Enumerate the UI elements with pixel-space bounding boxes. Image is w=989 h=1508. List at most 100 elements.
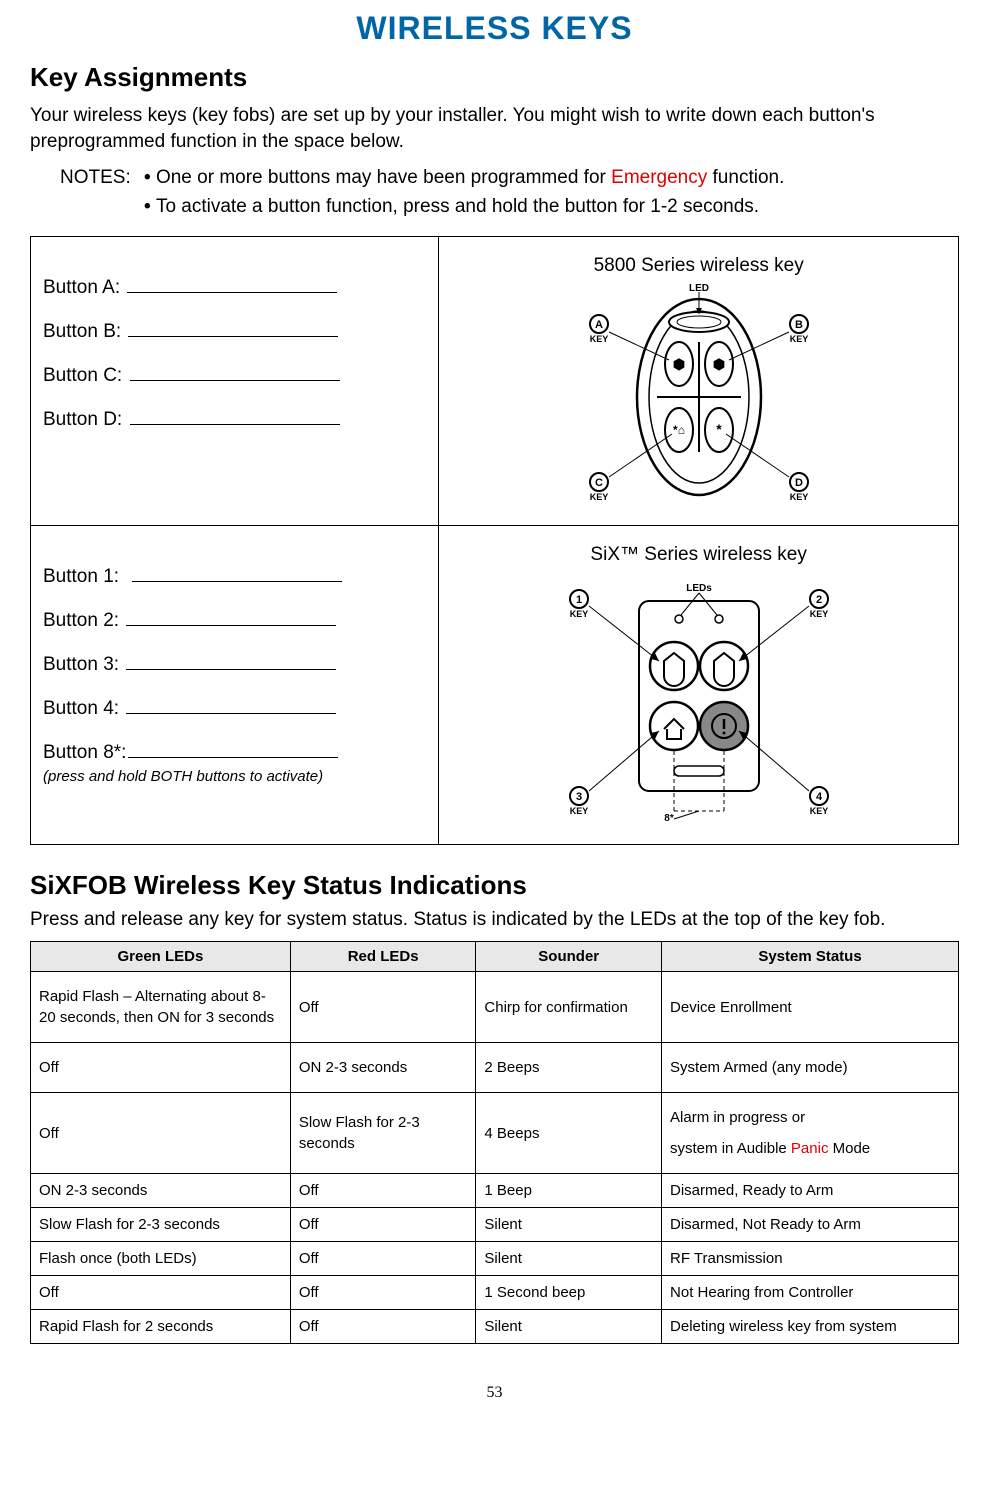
svg-text:1: 1: [576, 594, 582, 606]
table-row: Flash once (both LEDs)OffSilentRF Transm…: [31, 1242, 959, 1276]
table-cell: Slow Flash for 2-3 seconds: [31, 1208, 291, 1242]
table-row: Rapid Flash – Alternating about 8-20 sec…: [31, 972, 959, 1043]
blank-line: [126, 713, 336, 714]
table-cell: Rapid Flash – Alternating about 8-20 sec…: [31, 972, 291, 1043]
svg-text:A: A: [595, 319, 603, 331]
table-cell: 1 Beep: [476, 1174, 662, 1208]
table-cell: 1 Second beep: [476, 1276, 662, 1310]
table-cell: Off: [290, 972, 476, 1043]
table-cell: Off: [290, 1208, 476, 1242]
notes-list: One or more buttons may have been progra…: [136, 164, 956, 221]
notes-label: NOTES:: [60, 164, 131, 193]
status-intro: Press and release any key for system sta…: [30, 909, 959, 931]
table-cell: 4 Beeps: [476, 1093, 662, 1174]
table-cell: ON 2-3 seconds: [290, 1043, 476, 1093]
emergency-text: Emergency: [611, 167, 707, 188]
svg-text:KEY: KEY: [569, 806, 588, 816]
svg-text:4: 4: [816, 791, 823, 803]
table-row: ON 2-3 secondsOff1 BeepDisarmed, Ready t…: [31, 1174, 959, 1208]
svg-text:*⌂: *⌂: [673, 423, 685, 437]
svg-text:KEY: KEY: [789, 334, 808, 344]
table-row: OffON 2-3 seconds2 BeepsSystem Armed (an…: [31, 1043, 959, 1093]
key-assignments-table: Button A: Button B: Button C: Button D: …: [30, 236, 959, 845]
table-cell: ON 2-3 seconds: [31, 1174, 291, 1208]
table-cell: System Armed (any mode): [662, 1043, 959, 1093]
diagram-title-5800: 5800 Series wireless key: [451, 255, 946, 277]
svg-text:LEDs: LEDs: [686, 583, 712, 594]
svg-text:KEY: KEY: [589, 334, 608, 344]
table-cell: Silent: [476, 1208, 662, 1242]
table-header-row: Green LEDs Red LEDs Sounder System Statu…: [31, 942, 959, 972]
page: WIRELESS KEYS Key Assignments Your wirel…: [0, 0, 989, 1432]
svg-text:KEY: KEY: [809, 806, 828, 816]
blank-line: [132, 581, 342, 582]
blank-line: [130, 424, 340, 425]
button-b-row: Button B:: [43, 321, 426, 343]
blank-line: [128, 757, 338, 758]
note-item: To activate a button function, press and…: [144, 193, 956, 222]
panic-text: Panic: [791, 1140, 829, 1157]
button-1-row: Button 1:: [43, 566, 426, 588]
key-assignments-heading: Key Assignments: [30, 62, 959, 93]
svg-text:KEY: KEY: [589, 492, 608, 502]
keyfob-six-diagram: 1 KEY 2 KEY 3 KEY 4 KEY LEDs 8*: [529, 571, 869, 821]
table-cell: Alarm in progress orsystem in Audible Pa…: [662, 1093, 959, 1174]
svg-text:KEY: KEY: [809, 609, 828, 619]
table-cell: Not Hearing from Controller: [662, 1276, 959, 1310]
svg-text:D: D: [795, 477, 803, 489]
blank-line: [128, 336, 338, 337]
button-cell-six: Button 1: Button 2: Button 3: Button 4: …: [31, 526, 439, 845]
header-red: Red LEDs: [290, 942, 476, 972]
button-3-row: Button 3:: [43, 654, 426, 676]
svg-text:*: *: [716, 421, 722, 437]
table-cell: Off: [290, 1310, 476, 1344]
diagram-cell-5800: 5800 Series wireless key: [439, 237, 959, 526]
header-status: System Status: [662, 942, 959, 972]
table-cell: Off: [31, 1043, 291, 1093]
svg-text:KEY: KEY: [569, 609, 588, 619]
table-cell: Silent: [476, 1310, 662, 1344]
button-cell-5800: Button A: Button B: Button C: Button D:: [31, 237, 439, 526]
svg-text:C: C: [595, 477, 603, 489]
table-cell: RF Transmission: [662, 1242, 959, 1276]
page-number: 53: [30, 1384, 959, 1402]
blank-line: [126, 669, 336, 670]
table-cell: Flash once (both LEDs): [31, 1242, 291, 1276]
table-cell: Disarmed, Ready to Arm: [662, 1174, 959, 1208]
svg-text:3: 3: [576, 791, 582, 803]
table-cell: Off: [31, 1276, 291, 1310]
diagram-cell-six: SiX™ Series wireless key: [439, 526, 959, 845]
button-a-row: Button A:: [43, 277, 426, 299]
svg-text:⬢: ⬢: [673, 356, 685, 372]
table-cell: Deleting wireless key from system: [662, 1310, 959, 1344]
button-d-row: Button D:: [43, 409, 426, 431]
table-cell: Rapid Flash for 2 seconds: [31, 1310, 291, 1344]
page-title: WIRELESS KEYS: [30, 10, 959, 47]
header-sounder: Sounder: [476, 942, 662, 972]
table-cell: Silent: [476, 1242, 662, 1276]
button-8-row: Button 8*:: [43, 742, 426, 764]
note-item: One or more buttons may have been progra…: [144, 164, 956, 193]
table-row: Rapid Flash for 2 secondsOffSilentDeleti…: [31, 1310, 959, 1344]
table-cell: Off: [31, 1093, 291, 1174]
notes-block: NOTES: One or more buttons may have been…: [60, 164, 959, 221]
svg-text:8*: 8*: [664, 813, 674, 821]
table-cell: Off: [290, 1242, 476, 1276]
svg-text:LED: LED: [689, 283, 709, 294]
svg-text:2: 2: [816, 594, 822, 606]
button-c-row: Button C:: [43, 365, 426, 387]
table-row: Slow Flash for 2-3 secondsOffSilentDisar…: [31, 1208, 959, 1242]
button-4-row: Button 4:: [43, 698, 426, 720]
diagram-title-six: SiX™ Series wireless key: [451, 544, 946, 566]
status-indications-heading: SiXFOB Wireless Key Status Indications: [30, 870, 959, 901]
keyfob-5800-diagram: ⬢ ⬢ *⌂ * A KEY B KEY: [539, 282, 859, 502]
header-green: Green LEDs: [31, 942, 291, 972]
table-cell: Off: [290, 1276, 476, 1310]
table-row: OffOff1 Second beepNot Hearing from Cont…: [31, 1276, 959, 1310]
table-cell: Chirp for confirmation: [476, 972, 662, 1043]
button-8-note: (press and hold BOTH buttons to activate…: [43, 768, 426, 785]
table-cell: Disarmed, Not Ready to Arm: [662, 1208, 959, 1242]
table-row: OffSlow Flash for 2-3 seconds4 BeepsAlar…: [31, 1093, 959, 1174]
blank-line: [127, 292, 337, 293]
table-cell: Device Enrollment: [662, 972, 959, 1043]
